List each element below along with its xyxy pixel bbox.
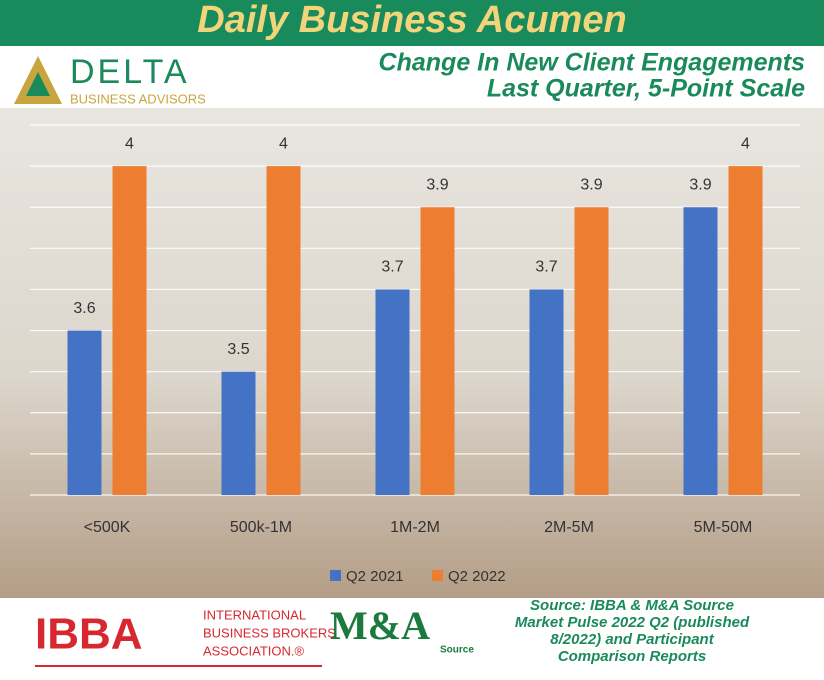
- logo-icon-inner: [26, 72, 50, 96]
- bar: [420, 207, 455, 495]
- bar: [574, 207, 609, 495]
- footer-band: [0, 598, 824, 675]
- source: Source: IBBA & M&A Source: [530, 597, 734, 614]
- data-label: 3.5: [227, 341, 249, 358]
- source: 8/2022) and Participant: [550, 631, 714, 648]
- source: Comparison Reports: [558, 648, 706, 665]
- data-label: 3.7: [535, 259, 557, 276]
- data-label: 4: [125, 135, 134, 152]
- top-banner: [0, 0, 824, 46]
- bar: [683, 207, 718, 495]
- source: Market Pulse 2022 Q2 (published: [515, 614, 750, 631]
- x-tick-label: 5M-50M: [694, 519, 753, 536]
- legend-label: Q2 2022: [448, 568, 506, 585]
- bar: [266, 166, 301, 495]
- x-tick-label: 1M-2M: [390, 519, 440, 536]
- x-tick-label: <500K: [84, 519, 131, 536]
- bar: [375, 289, 410, 495]
- ibba-text: INTERNATIONAL: [203, 607, 306, 622]
- ibba-text: ASSOCIATION.®: [203, 643, 304, 658]
- plot: <500K 3.6 4 500k-1M 3.5 4 1M-2M 3.7 3.9 2M-5M 3.7 3…: [30, 124, 800, 585]
- bar: [728, 166, 763, 495]
- x-tick-label: 500k-1M: [230, 519, 292, 536]
- data-label: 3.9: [689, 176, 711, 193]
- legend-swatch: [330, 570, 341, 581]
- logo-sub: BUSINESS ADVISORS: [70, 91, 206, 106]
- data-label: 3.9: [580, 176, 602, 193]
- data-label: 3.9: [426, 176, 448, 193]
- chart-title: Last Quarter, 5-Point Scale: [487, 75, 805, 103]
- legend-label: Q2 2021: [346, 568, 404, 585]
- data-label: 4: [741, 135, 750, 152]
- data-label: 3.7: [381, 259, 403, 276]
- logo-name: DELTA: [70, 53, 190, 91]
- data-label: 4: [279, 135, 288, 152]
- chart-title: Change In New Client Engagements: [379, 49, 806, 77]
- data-label: 3.6: [73, 300, 95, 317]
- ibba-logo: IBBA: [35, 610, 143, 659]
- page-title: Daily Business Acumen: [197, 0, 626, 41]
- bar: [529, 289, 564, 495]
- bar: [67, 330, 102, 495]
- legend-swatch: [432, 570, 443, 581]
- bar: [112, 166, 147, 495]
- ma-logo: M&A: [330, 603, 430, 648]
- ibba-text: BUSINESS BROKERS: [203, 625, 336, 640]
- bar: [221, 371, 256, 495]
- ma-sub: Source: [440, 645, 474, 656]
- x-tick-label: 2M-5M: [544, 519, 594, 536]
